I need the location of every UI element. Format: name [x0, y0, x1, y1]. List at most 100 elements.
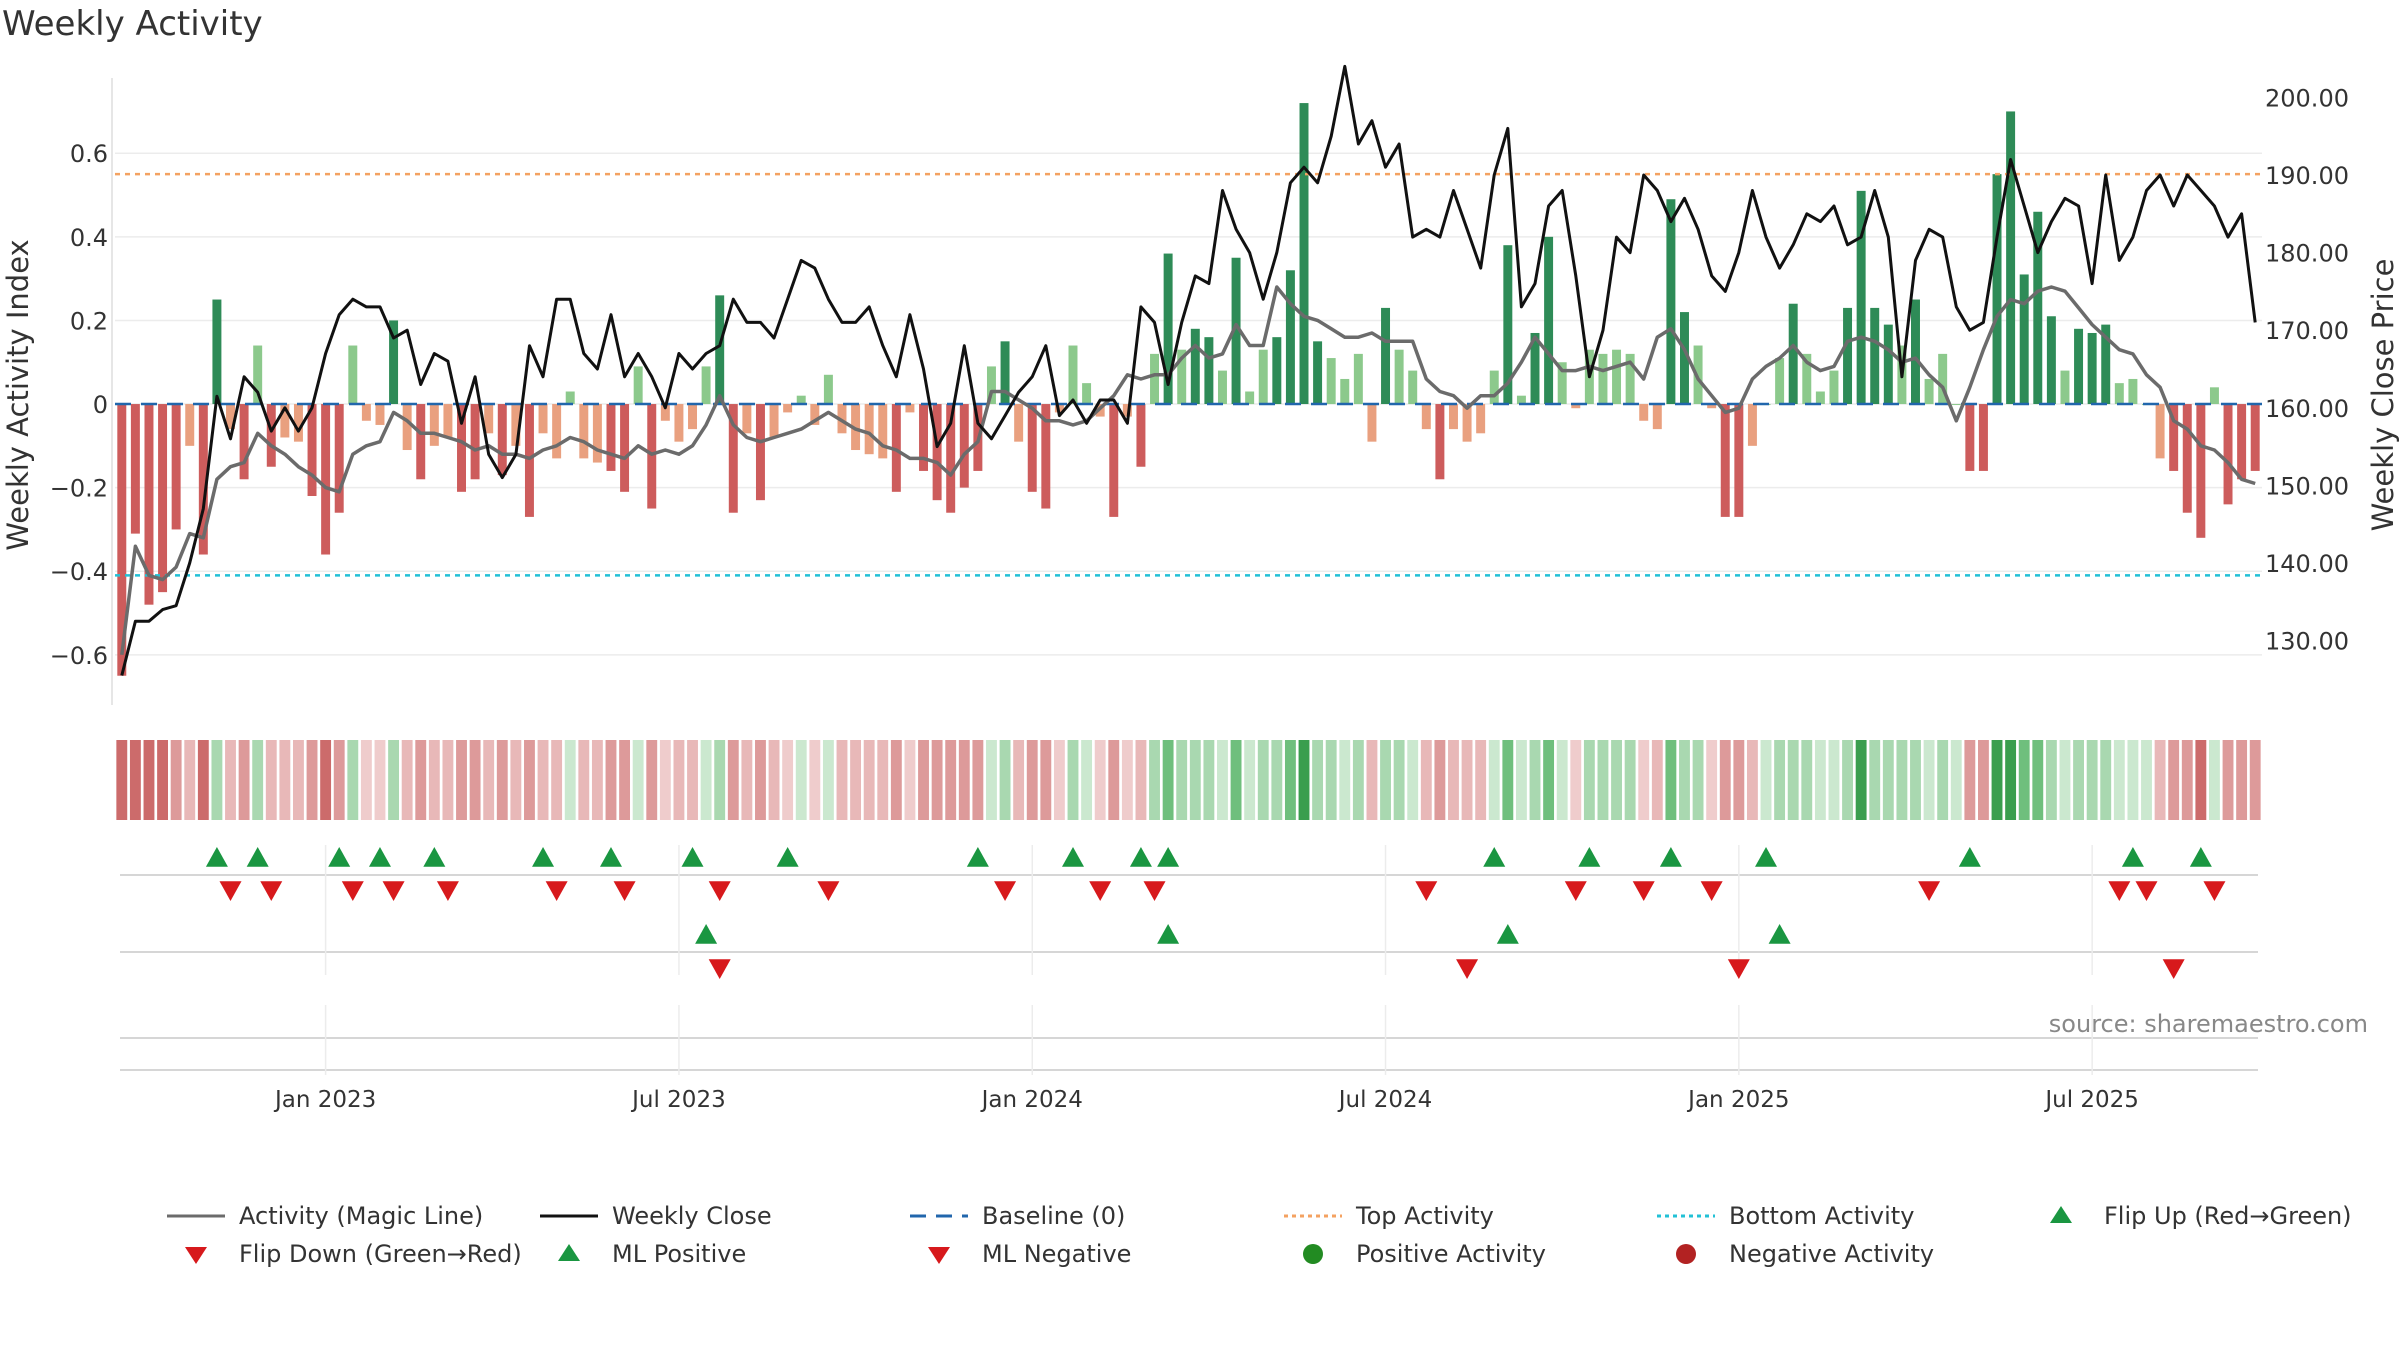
activity-bar	[1041, 404, 1051, 509]
legend-label: Bottom Activity	[1729, 1202, 1915, 1230]
heat-strip-cell	[1189, 740, 1201, 820]
legend-label: Negative Activity	[1729, 1240, 1935, 1268]
activity-bar	[1544, 236, 1554, 405]
y-tick-label: 0.2	[70, 307, 108, 335]
activity-bar	[2060, 370, 2070, 405]
legend-item-weekly-close: Weekly Close	[538, 1201, 772, 1231]
top-activity-swatch	[1284, 1214, 1342, 1218]
activity-bar	[2182, 404, 2192, 513]
activity-bar	[1476, 404, 1486, 434]
heat-strip-cell	[863, 740, 875, 820]
activity-bar	[905, 404, 915, 413]
activity-bar	[1679, 312, 1689, 405]
activity-bar	[470, 404, 480, 480]
heat-strip-cell	[360, 740, 372, 820]
activity-bar	[1177, 349, 1187, 405]
legend-label: Activity (Magic Line)	[239, 1202, 484, 1230]
activity-bar	[1394, 349, 1404, 405]
activity-bar	[1707, 404, 1717, 409]
activity-bar	[769, 404, 779, 438]
ml-negative-marker	[1456, 959, 1479, 979]
heat-strip-cell	[1407, 740, 1419, 820]
x-tick-label: Jan 2023	[273, 1087, 376, 1113]
activity-bar	[1068, 345, 1078, 405]
activity-bar	[1258, 349, 1268, 405]
y-tick-label: 0.6	[70, 140, 108, 168]
heat-strip-cell	[496, 740, 508, 820]
activity-bar	[919, 404, 929, 471]
ml-positive-marker	[1496, 924, 1519, 944]
heat-strip-cell	[2195, 740, 2207, 820]
heat-strip-cell	[197, 740, 209, 820]
y-tick-label: −0.6	[50, 642, 108, 670]
flip-down-marker	[436, 881, 459, 901]
heat-strip-cell	[1882, 740, 1894, 820]
heat-strip-cell	[1896, 740, 1908, 820]
activity-bar	[864, 404, 874, 455]
activity-bar	[1788, 303, 1798, 405]
activity-bar	[1612, 349, 1622, 405]
heat-strip-cell	[401, 740, 413, 820]
legend-item-positive-activity: Positive Activity	[1282, 1239, 1546, 1269]
activity-bar	[1204, 337, 1214, 405]
legend-item-ml-negative: ML Negative	[908, 1239, 1131, 1269]
heat-strip-cell	[1040, 740, 1052, 820]
heat-strip-cell	[945, 740, 957, 820]
ml-negative-marker	[2162, 959, 2185, 979]
heat-strip-cell	[279, 740, 291, 820]
heat-strip-cell	[2154, 740, 2166, 820]
activity-bar	[688, 404, 698, 430]
activity-bar	[1367, 404, 1377, 442]
heat-strip-cell	[741, 740, 753, 820]
heat-strip-cell	[1067, 740, 1079, 820]
heat-strip-cell	[2059, 740, 2071, 820]
heat-strip-cell	[1257, 740, 1269, 820]
heat-strip-cell	[428, 740, 440, 820]
heat-strip-cell	[510, 740, 522, 820]
activity-bar	[280, 404, 290, 438]
heat-strip-cell	[1217, 740, 1228, 820]
activity-bar	[2128, 378, 2138, 405]
activity-bar	[1082, 383, 1092, 405]
heat-strip-cell	[1760, 740, 1772, 820]
activity-bar	[1747, 404, 1757, 446]
heat-strip-cell	[2073, 740, 2084, 820]
heat-strip-cell	[265, 740, 277, 820]
heat-strip-cell	[1230, 740, 1242, 820]
activity-bar	[1516, 395, 1526, 405]
flip-up-marker	[2121, 847, 2144, 867]
heat-strip-cell	[632, 740, 644, 820]
activity-bar	[647, 404, 657, 509]
activity-bar	[1639, 404, 1649, 421]
activity-bar	[2114, 383, 2124, 405]
activity-bar	[1815, 391, 1825, 405]
activity-bar	[1109, 404, 1119, 517]
flip-down-marker	[1089, 881, 1112, 901]
heat-strip-cell	[157, 740, 168, 820]
heat-strip-cell	[687, 740, 698, 820]
heat-strip-cell	[238, 740, 250, 820]
weekly-close-line	[120, 64, 2257, 676]
heat-strip-cell	[659, 740, 671, 820]
activity-bar	[1951, 404, 1961, 406]
activity-bar	[226, 404, 235, 430]
baseline-swatch	[910, 1214, 968, 1218]
activity-bar	[932, 404, 942, 501]
heat-strip-cell	[755, 740, 766, 820]
activity-bar	[837, 404, 847, 434]
flip-up-marker	[681, 847, 704, 867]
flip-up-marker	[1755, 847, 1778, 867]
flip-up-marker	[599, 847, 622, 867]
activity-bar	[2046, 316, 2056, 405]
flip-up-marker	[532, 847, 555, 867]
activity-bar	[1231, 257, 1241, 405]
activity-bar	[130, 404, 140, 534]
activity-bar	[728, 404, 738, 513]
activity-bar	[891, 404, 901, 492]
heat-strip-cell	[374, 740, 386, 820]
activity-bar	[1829, 370, 1839, 405]
legend-item-magic-line: Activity (Magic Line)	[165, 1201, 483, 1231]
heat-strip-cell	[1855, 740, 1867, 820]
activity-bar	[293, 404, 303, 442]
heat-strip-cell	[1135, 740, 1147, 820]
